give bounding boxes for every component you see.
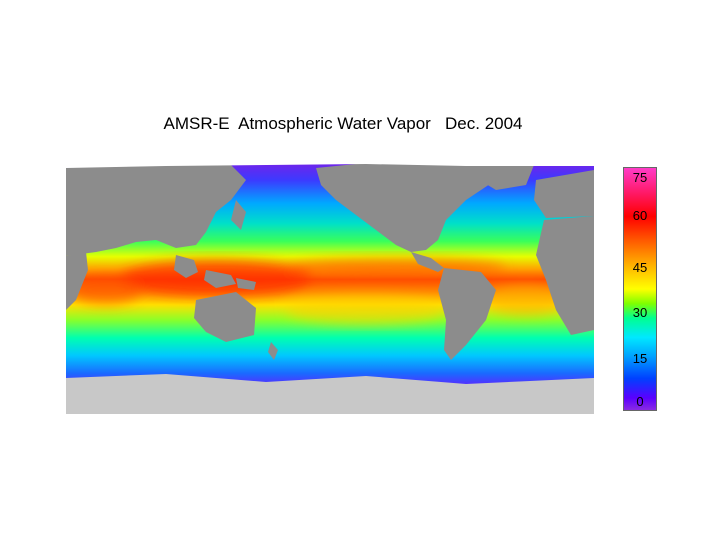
colorbar-tick-15: 15 xyxy=(632,351,648,366)
colorbar-tick-45: 45 xyxy=(632,260,648,275)
polar-mask xyxy=(66,160,594,168)
land xyxy=(66,160,594,360)
figure-title: AMSR-E Atmospheric Water Vapor Dec. 2004 xyxy=(163,114,523,133)
colorbar-tick-60: 60 xyxy=(632,208,648,223)
colorbar-tick-75: 75 xyxy=(632,170,648,185)
water-vapor-world-map xyxy=(66,160,594,414)
antarctica xyxy=(66,374,594,414)
colorbar-tick-0: 0 xyxy=(636,394,644,409)
colorbar-tick-30: 30 xyxy=(632,305,648,320)
map-image xyxy=(66,160,594,414)
colorbar: 75 60 45 30 15 0 xyxy=(623,167,657,411)
